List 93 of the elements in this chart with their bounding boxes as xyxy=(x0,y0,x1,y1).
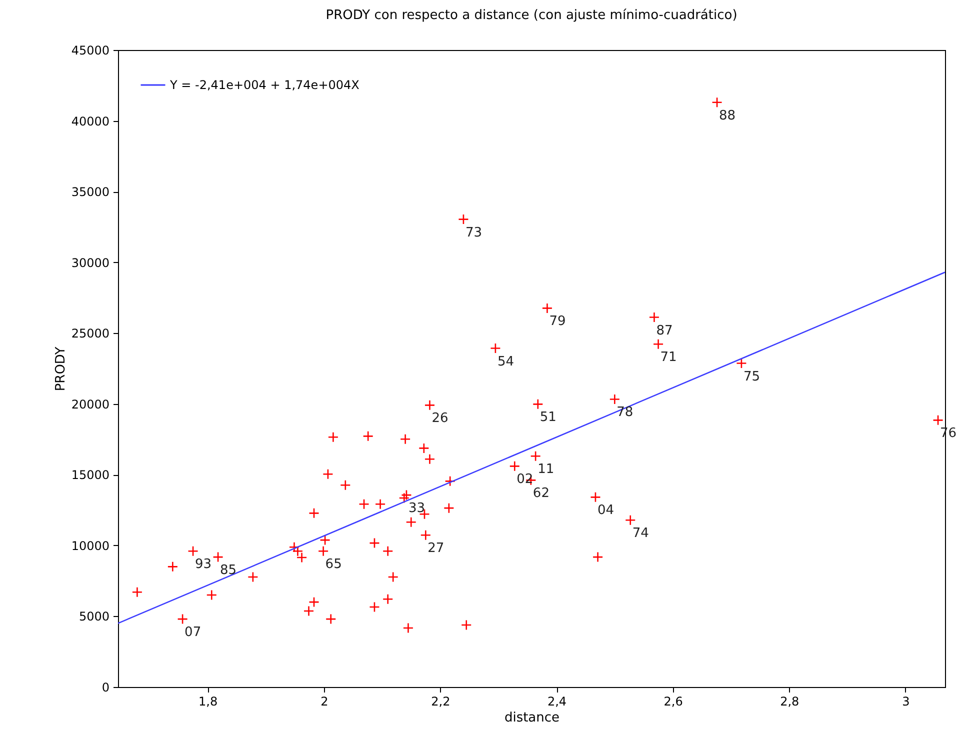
point xyxy=(532,398,544,410)
x-tick-label: 2,2 xyxy=(431,694,450,708)
x-axis-title: distance xyxy=(504,710,560,726)
annotation: 74 xyxy=(632,526,649,542)
point xyxy=(362,430,374,442)
point xyxy=(509,460,520,472)
y-tick-label: 10000 xyxy=(71,538,110,553)
point xyxy=(590,492,601,503)
point xyxy=(382,594,394,604)
annotation: 33 xyxy=(408,501,426,516)
annotation: 54 xyxy=(497,354,514,370)
point xyxy=(325,614,336,624)
chart-title: PRODY con respecto a distance (con ajuste mínimo-cuadrático) xyxy=(326,8,738,23)
x-tick-label: 3 xyxy=(902,694,910,708)
y-tick-label: 15000 xyxy=(71,468,110,482)
point xyxy=(369,602,380,612)
point xyxy=(652,338,664,350)
annotation: 79 xyxy=(549,314,566,330)
point xyxy=(248,572,258,582)
point xyxy=(167,561,178,572)
point xyxy=(340,480,351,491)
annotation: 27 xyxy=(428,541,444,556)
annotation: 75 xyxy=(743,369,760,384)
point xyxy=(206,590,218,600)
point xyxy=(624,514,636,526)
point xyxy=(592,552,604,562)
legend-label: Y = -2,41e+004 + 1,74e+004X xyxy=(169,78,360,92)
point xyxy=(388,572,398,582)
annotation: 71 xyxy=(660,350,677,366)
point xyxy=(444,476,456,487)
point xyxy=(402,622,414,634)
point xyxy=(418,442,430,454)
point xyxy=(401,490,412,500)
x-tick-label: 1,8 xyxy=(198,694,218,708)
annotation: 04 xyxy=(597,503,614,518)
point xyxy=(132,586,143,598)
y-tick-label: 35000 xyxy=(71,185,110,200)
point xyxy=(288,542,300,553)
point xyxy=(530,450,541,462)
point xyxy=(369,538,380,548)
point xyxy=(712,96,722,108)
annotation: 51 xyxy=(540,410,556,426)
point xyxy=(382,546,394,556)
point xyxy=(328,432,339,443)
point xyxy=(609,394,620,405)
annotation: 87 xyxy=(656,323,673,338)
annotation: 26 xyxy=(432,411,448,426)
point xyxy=(406,516,417,528)
point xyxy=(358,498,370,510)
annotation: 85 xyxy=(220,563,237,578)
annotation: 93 xyxy=(195,557,212,572)
point xyxy=(424,454,436,464)
point xyxy=(188,546,198,556)
point xyxy=(648,312,660,323)
point xyxy=(308,508,320,519)
y-axis-title: PRODY xyxy=(53,346,68,392)
y-tick-label: 20000 xyxy=(71,397,110,412)
y-tick-label: 0 xyxy=(102,680,110,694)
point xyxy=(424,400,436,411)
point xyxy=(308,596,320,608)
y-tick-label: 40000 xyxy=(71,114,110,128)
annotation: 78 xyxy=(616,405,634,420)
point xyxy=(303,606,314,616)
point xyxy=(420,530,432,541)
y-tick-label: 45000 xyxy=(71,44,110,58)
y-tick-label: 30000 xyxy=(71,256,110,270)
point xyxy=(932,414,944,426)
point xyxy=(320,534,330,546)
point xyxy=(318,546,329,556)
x-tick-label: 2,8 xyxy=(780,694,800,708)
annotation: 62 xyxy=(532,486,550,502)
point xyxy=(460,620,472,630)
point xyxy=(398,492,410,504)
point xyxy=(542,302,553,314)
annotation: 88 xyxy=(719,108,736,124)
y-tick-label: 25000 xyxy=(71,326,110,341)
point xyxy=(490,342,501,354)
point xyxy=(458,214,469,225)
point xyxy=(212,552,224,562)
point xyxy=(736,358,747,369)
x-tick-label: 2,4 xyxy=(547,694,567,708)
point xyxy=(322,468,334,480)
point xyxy=(444,502,454,514)
point xyxy=(177,614,188,624)
y-tick-label: 5000 xyxy=(78,610,110,624)
annotation: 07 xyxy=(184,625,202,640)
annotation: 73 xyxy=(465,225,482,240)
annotation: 11 xyxy=(538,462,554,478)
x-tick-label: 2 xyxy=(320,694,328,708)
x-tick-label: 2,6 xyxy=(664,694,683,708)
point xyxy=(400,434,411,445)
annotation: 65 xyxy=(325,557,342,572)
point xyxy=(374,498,386,510)
